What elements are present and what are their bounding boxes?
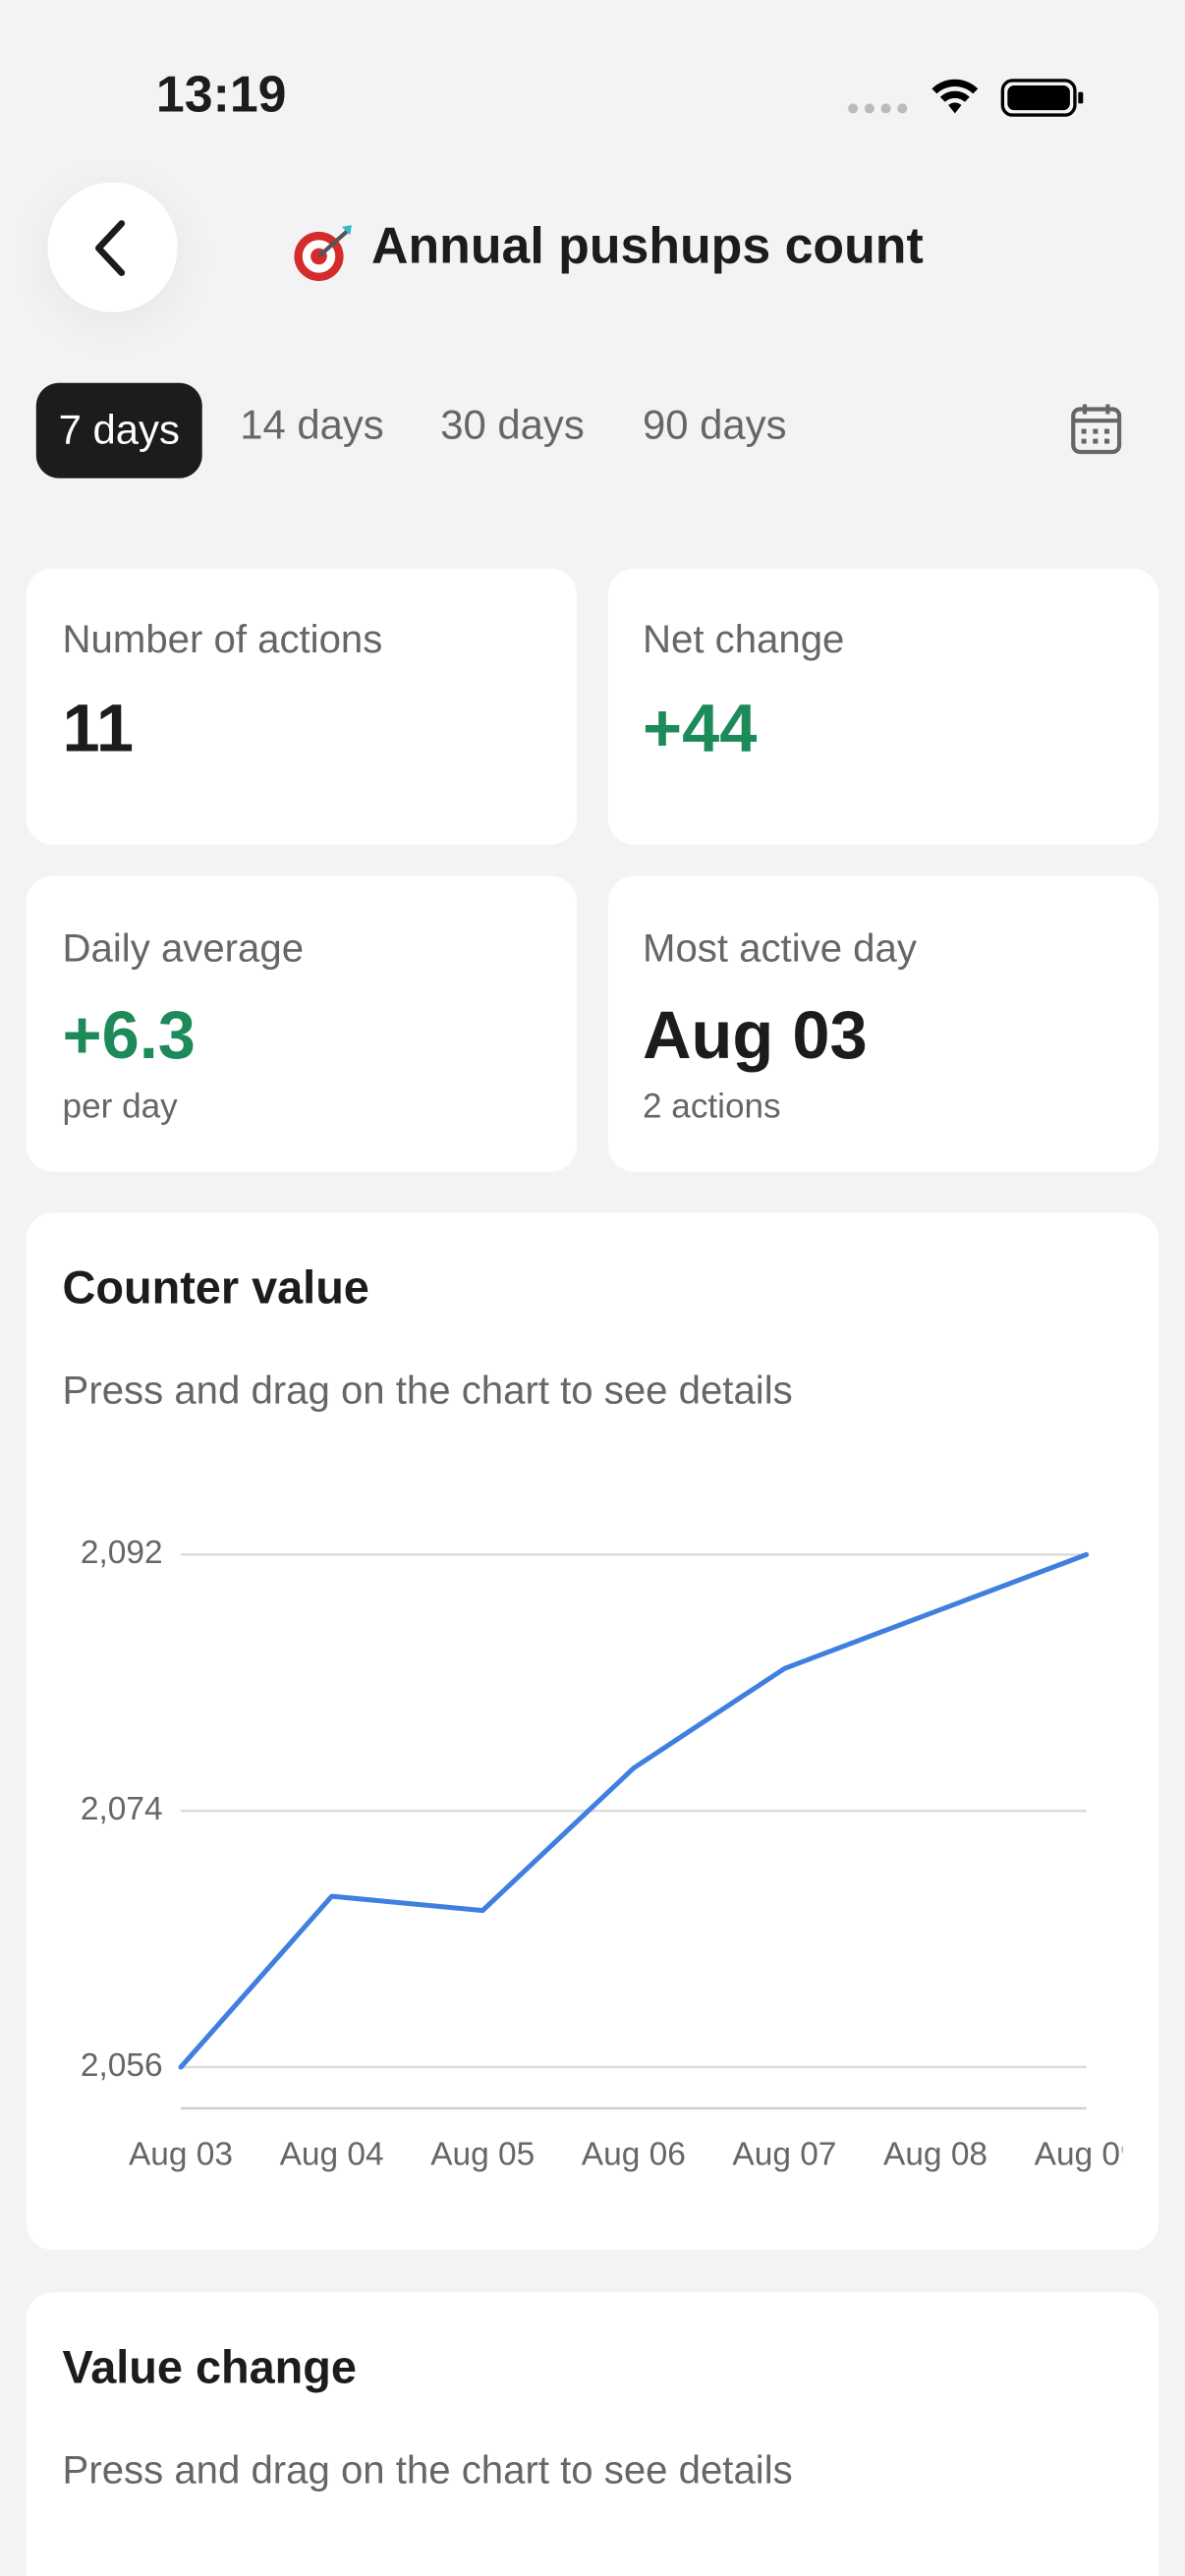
stat-card: Most active day Aug 03 2 actions — [607, 875, 1159, 1172]
stat-label: Most active day — [643, 926, 917, 972]
stat-note: 2 actions — [643, 1088, 781, 1126]
card-subtitle: Press and drag on the chart to see detai… — [62, 2448, 793, 2493]
tab[interactable]: 30 days — [440, 402, 585, 449]
y-tick-label: 2,056 — [81, 2047, 163, 2084]
x-tick-label: Aug 09 — [1035, 2136, 1139, 2172]
stat-note: per day — [62, 1088, 178, 1126]
stat-value: Aug 03 — [643, 997, 868, 1074]
stat-label: Net change — [643, 617, 845, 663]
screen-title: Annual pushups count — [371, 216, 924, 275]
x-tick-label: Aug 06 — [582, 2136, 686, 2172]
status-time: 13:19 — [155, 65, 287, 124]
value-change-card: Value change Press and drag on the chart… — [26, 2292, 1159, 2576]
stat-label: Number of actions — [62, 617, 383, 663]
x-tick-label: Aug 07 — [732, 2136, 836, 2172]
x-tick-label: Aug 04 — [280, 2136, 384, 2172]
status-icons — [848, 79, 1084, 117]
card-title: Value change — [62, 2341, 357, 2393]
stat-card: Number of actions 11 — [26, 568, 578, 845]
chart[interactable]: 2,056 2,074 2,092 Aug 03 Aug 04 Aug 05 Aug 06 A… — [27, 1212, 1158, 2249]
stat-value: 11 — [62, 690, 135, 766]
calendar-button[interactable] — [1068, 401, 1124, 457]
x-tick-label: Aug 03 — [129, 2136, 233, 2172]
line — [178, 1551, 1090, 2070]
back-icon — [95, 220, 126, 277]
y-tick-label: 2,092 — [81, 1535, 163, 1571]
stat-card: Net change +44 — [607, 568, 1159, 845]
target-icon — [294, 225, 352, 282]
back-button[interactable] — [47, 182, 178, 312]
tab[interactable]: 7 days — [35, 382, 202, 478]
stat-label: Daily average — [62, 926, 305, 972]
tab[interactable]: 90 days — [643, 402, 787, 449]
stat-value: +44 — [643, 690, 758, 766]
stat-value: +6.3 — [62, 997, 196, 1074]
stat-card: Daily average +6.3 per day — [26, 875, 578, 1172]
x-tick-label: Aug 05 — [430, 2136, 535, 2172]
x-tick-label: Aug 08 — [883, 2136, 988, 2172]
chart-card: Counter value Press and drag on the char… — [26, 1212, 1159, 2250]
chart-subtitle: Press and drag on the chart to see detai… — [62, 1369, 793, 1414]
tab[interactable]: 14 days — [240, 402, 384, 449]
y-tick-label: 2,074 — [81, 1791, 163, 1827]
chart-title: Counter value — [62, 1261, 369, 1314]
plot: 2,056 2,074 2,092 Aug 03 Aug 04 Aug 05 Aug 06 A… — [81, 1535, 1139, 2172]
